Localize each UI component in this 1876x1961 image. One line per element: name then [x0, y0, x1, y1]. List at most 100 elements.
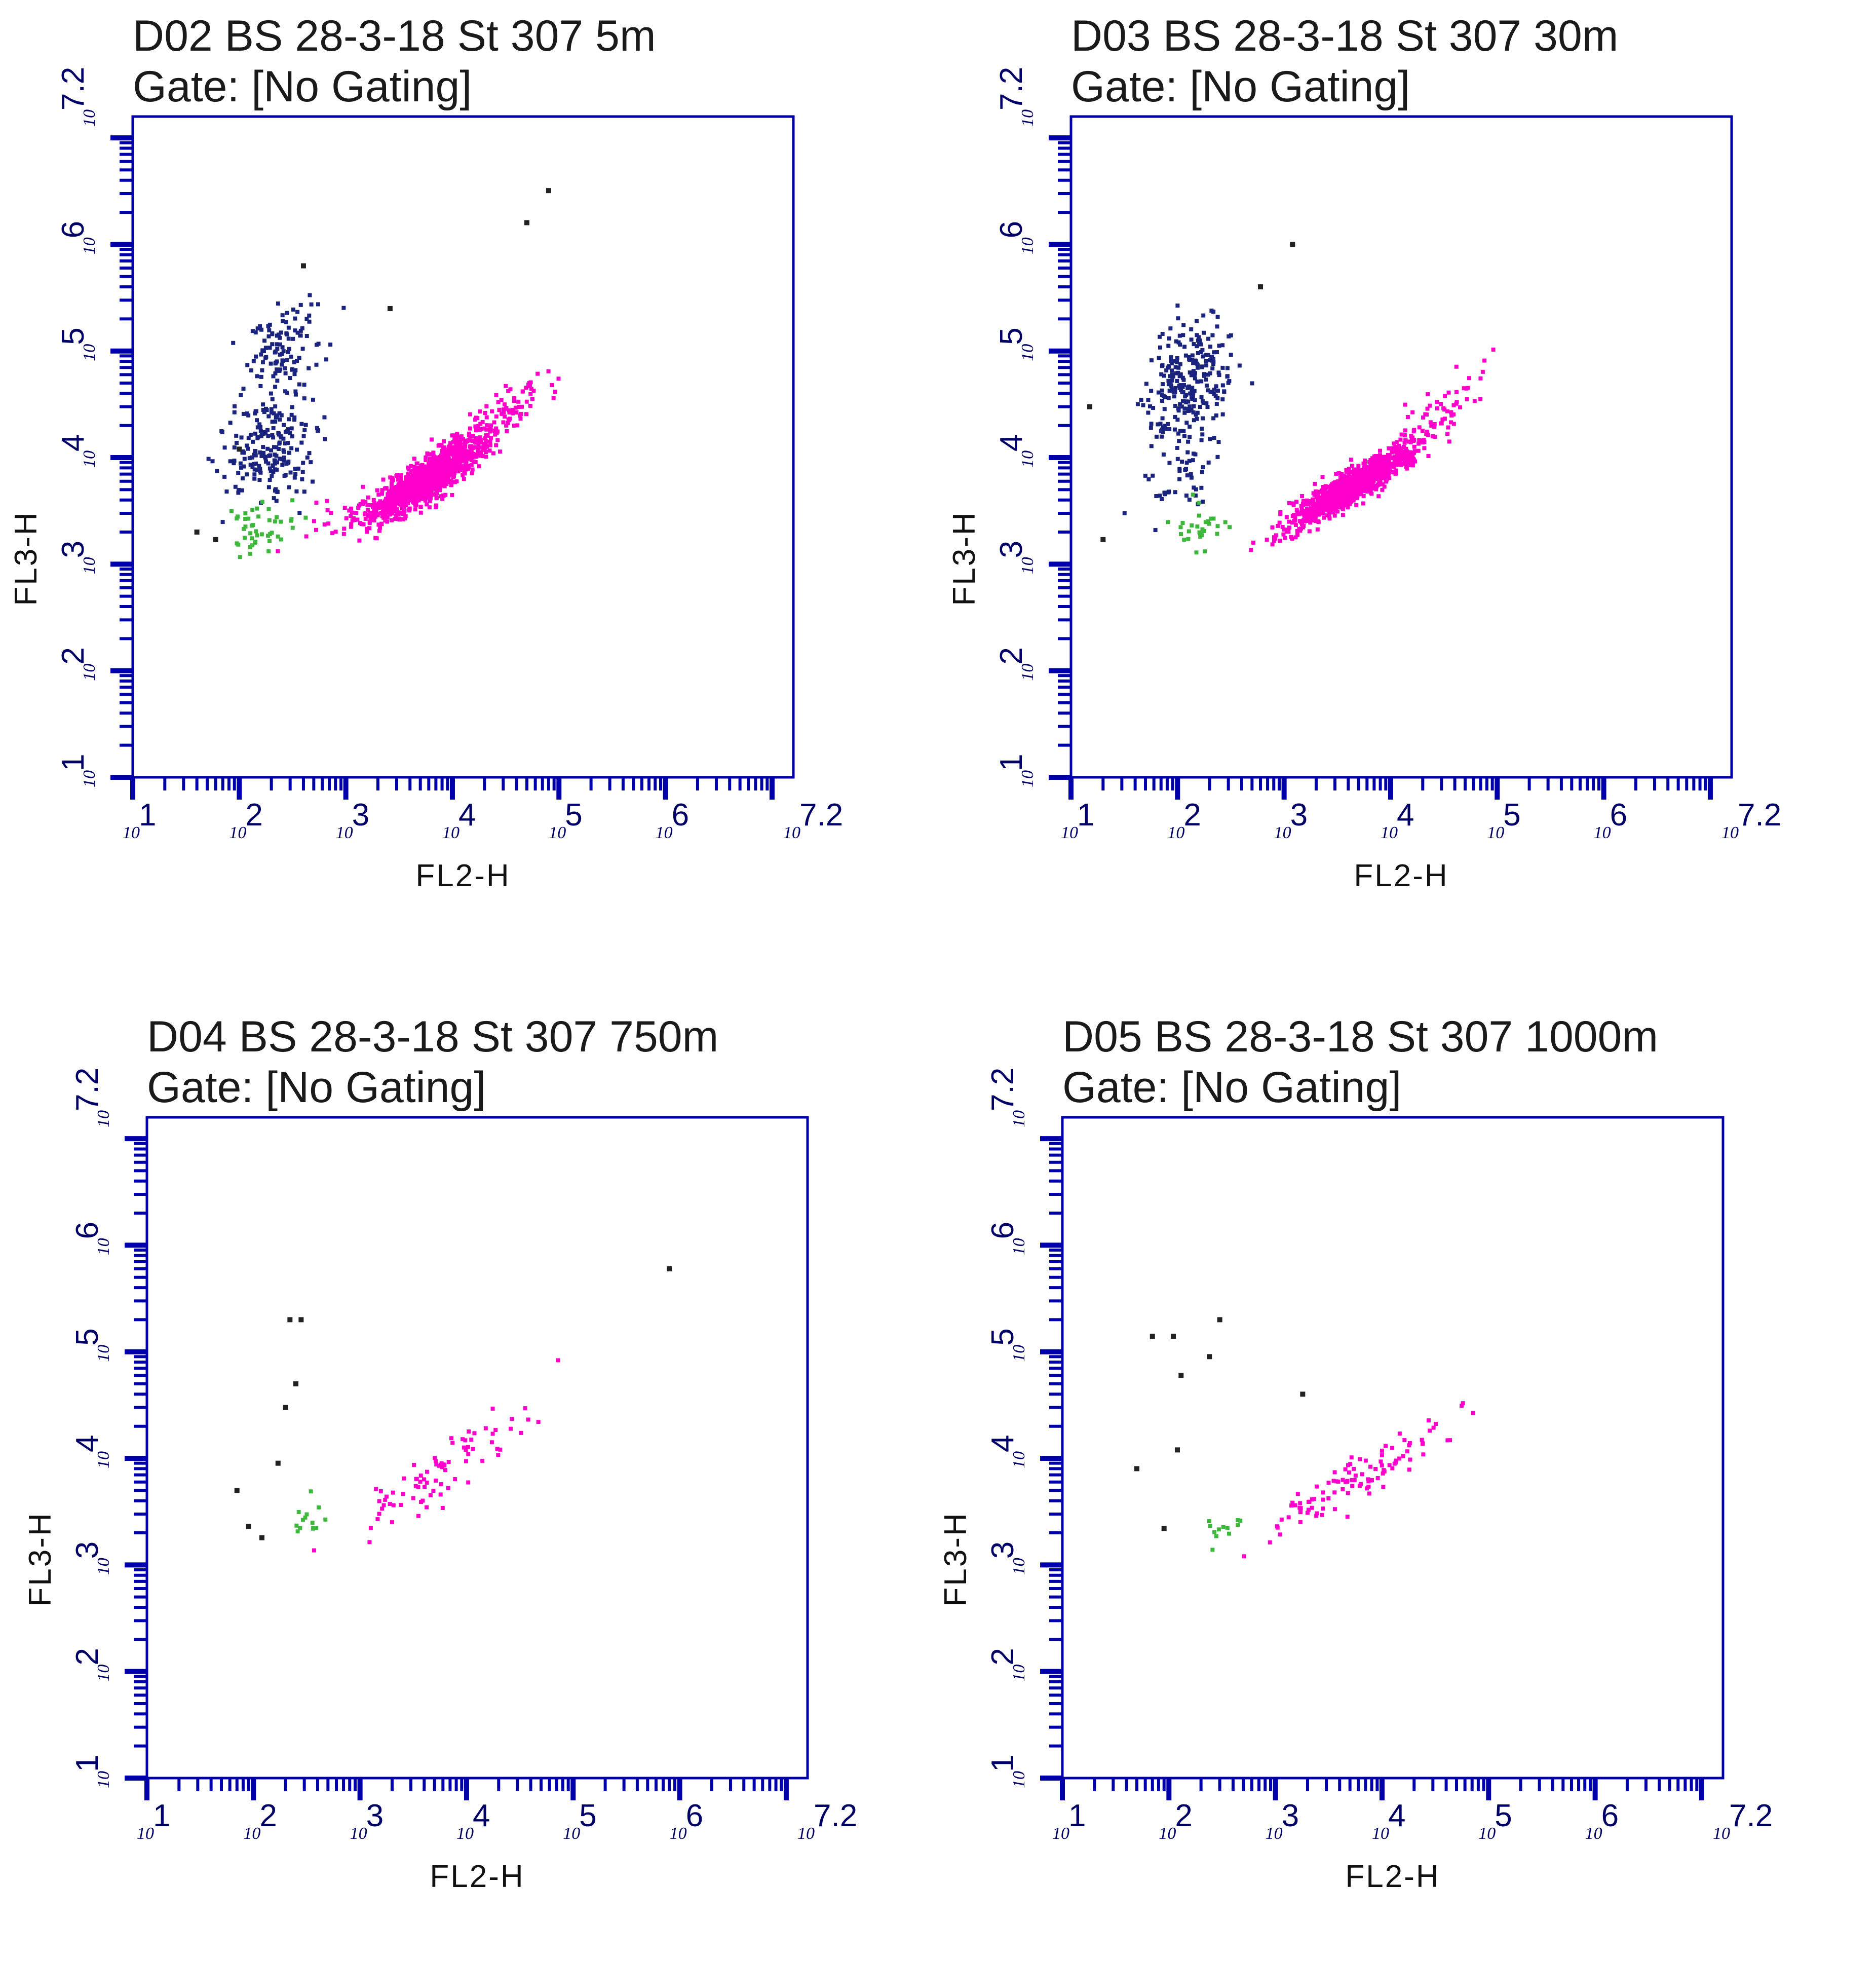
data-point — [1161, 452, 1166, 457]
data-point — [405, 491, 410, 495]
data-point — [1193, 398, 1197, 402]
data-point — [254, 529, 258, 534]
data-point — [407, 488, 412, 493]
data-point — [292, 415, 297, 420]
data-point — [1375, 1476, 1380, 1481]
data-point — [1350, 464, 1354, 468]
data-point — [266, 507, 271, 511]
data-point — [286, 459, 291, 464]
data-point — [1181, 323, 1186, 327]
data-point — [1227, 334, 1231, 338]
data-point — [1215, 315, 1220, 319]
data-point — [383, 1497, 388, 1502]
data-point — [261, 402, 265, 407]
data-point — [425, 489, 430, 494]
data-point — [350, 518, 355, 523]
data-point — [253, 409, 258, 413]
data-point — [366, 514, 370, 519]
data-point — [411, 1462, 416, 1467]
data-point — [1357, 478, 1361, 482]
data-point — [324, 357, 329, 362]
data-point — [266, 414, 271, 419]
x-tick-label: 4 — [473, 1798, 490, 1833]
data-point — [300, 477, 304, 481]
data-point — [1209, 357, 1213, 362]
data-point — [1146, 398, 1151, 402]
data-point — [1445, 409, 1449, 413]
data-point — [1352, 1466, 1356, 1471]
plot-panel-d02: D02 BS 28-3-18 St 307 5m Gate: [No Gating… — [0, 0, 912, 948]
data-point — [1198, 405, 1202, 409]
data-point — [378, 1489, 383, 1493]
data-point — [249, 523, 254, 528]
data-point — [1373, 468, 1377, 472]
data-point — [428, 464, 433, 468]
data-point — [1381, 1471, 1385, 1476]
data-point — [435, 465, 439, 470]
data-point — [1321, 1497, 1325, 1502]
data-point — [283, 441, 287, 446]
data-point — [496, 400, 501, 404]
data-point — [449, 1436, 453, 1441]
data-point — [1335, 485, 1340, 490]
data-point — [1362, 461, 1367, 466]
data-point — [1181, 333, 1185, 337]
data-point — [1441, 406, 1446, 410]
data-point — [1161, 425, 1165, 430]
data-point — [524, 399, 529, 404]
data-point — [1321, 499, 1325, 504]
data-point — [1359, 492, 1363, 497]
data-point — [1196, 363, 1200, 368]
data-point — [1305, 518, 1309, 523]
data-point — [438, 488, 442, 493]
data-point — [1202, 529, 1206, 533]
data-point — [1387, 446, 1391, 450]
y-tick-label: 105 — [70, 1328, 113, 1362]
data-point — [1411, 439, 1415, 443]
data-point — [461, 458, 465, 462]
data-point — [232, 445, 237, 450]
data-point — [444, 465, 448, 470]
data-point — [439, 1482, 443, 1487]
data-point — [253, 431, 257, 436]
data-point — [1366, 1484, 1371, 1489]
y-tick-label: 3 — [56, 541, 91, 558]
data-point — [370, 516, 375, 521]
data-point — [252, 476, 257, 481]
data-point — [518, 417, 523, 421]
data-point — [416, 486, 421, 491]
data-point — [256, 514, 261, 519]
data-point — [1168, 374, 1172, 379]
data-point — [1344, 496, 1349, 501]
data-point — [267, 346, 272, 350]
data-point — [1327, 514, 1331, 518]
y-tick-label: 4 — [56, 434, 91, 451]
data-point — [455, 455, 460, 459]
data-point — [395, 507, 399, 511]
data-point — [349, 506, 353, 511]
x-tick-label: 10 — [1381, 823, 1398, 842]
data-point — [1340, 491, 1345, 496]
data-point — [1377, 453, 1382, 458]
data-point — [1397, 1456, 1402, 1461]
data-point — [442, 1463, 447, 1467]
data-point — [1382, 1469, 1387, 1474]
x-tick-label: 10 — [1274, 823, 1291, 842]
data-point — [1350, 1478, 1354, 1482]
data-point — [483, 1426, 488, 1430]
data-point — [434, 484, 438, 488]
x-tick-label: 1 — [1077, 798, 1094, 833]
data-point — [468, 412, 473, 417]
data-point — [1194, 550, 1199, 555]
data-point — [1365, 477, 1370, 481]
data-point — [1354, 503, 1359, 507]
data-point — [1181, 378, 1186, 382]
data-point — [1163, 492, 1167, 497]
data-point — [410, 486, 414, 491]
data-point — [416, 1514, 420, 1518]
data-point — [399, 485, 404, 490]
data-point — [461, 453, 465, 458]
data-point — [292, 418, 297, 422]
data-point — [401, 1492, 405, 1496]
data-point — [1151, 473, 1155, 478]
